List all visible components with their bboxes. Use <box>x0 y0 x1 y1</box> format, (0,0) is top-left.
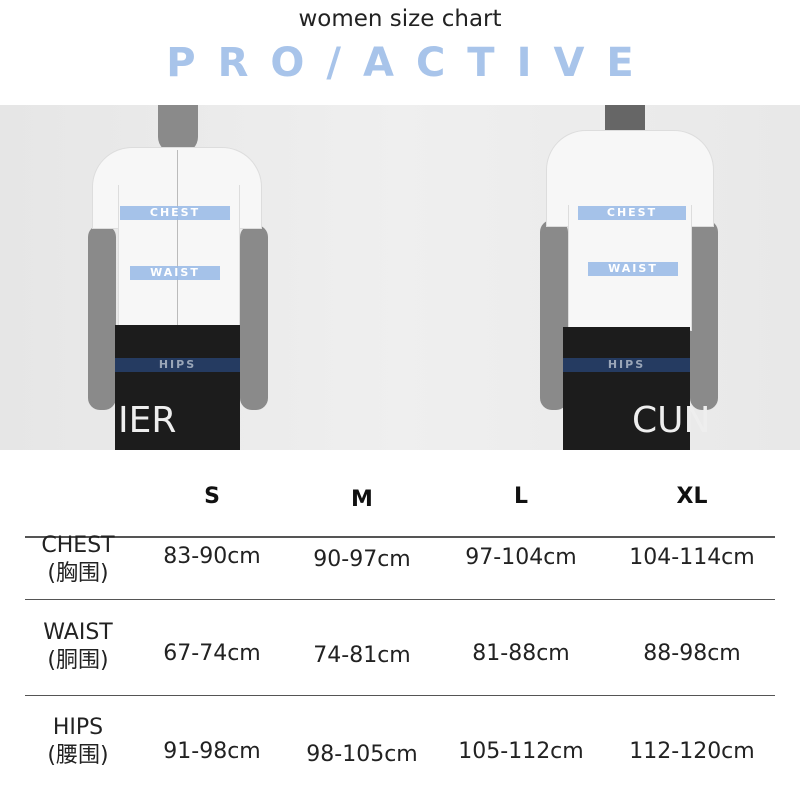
back-chest-band: CHEST <box>578 206 686 220</box>
chart-subtitle: women size chart <box>298 6 502 32</box>
table-cell: 67-74cm <box>163 641 261 666</box>
brand-title: PRO/ACTIVE <box>166 40 656 86</box>
table-cell: 74-81cm <box>313 643 411 668</box>
table-cell: 104-114cm <box>629 545 755 570</box>
row-label-cn: (腰围) <box>47 743 109 768</box>
row-label-cn: (胸围) <box>47 561 109 586</box>
row-label-en: WAIST <box>43 620 113 645</box>
column-header-m: M <box>351 487 373 512</box>
table-cell: 112-120cm <box>629 739 755 764</box>
row-label-cn: (胴围) <box>47 648 109 673</box>
back-waist-band: WAIST <box>588 262 678 276</box>
front-waist-band: WAIST <box>130 266 220 280</box>
front-hips-band: HIPS <box>115 358 240 372</box>
row-divider <box>25 599 775 600</box>
table-cell: 88-98cm <box>643 641 741 666</box>
row-label: WAIST (胴围) <box>18 619 138 675</box>
table-cell: 83-90cm <box>163 544 261 569</box>
table-cell: 90-97cm <box>313 547 411 572</box>
back-hips-band: HIPS <box>563 358 690 372</box>
row-label-en: HIPS <box>52 715 104 740</box>
shorts-lettering: CUN <box>632 400 711 441</box>
table-cell: 81-88cm <box>472 641 570 666</box>
column-header-l: L <box>513 484 529 509</box>
column-header-xl: XL <box>676 484 708 509</box>
table-cell: 105-112cm <box>458 739 584 764</box>
row-label: HIPS (腰围) <box>18 714 138 770</box>
model-photo: IER CHEST WAIST HIPS CUN CHEST WAIST HIP… <box>0 105 800 450</box>
header-divider <box>25 536 775 538</box>
table-cell: 98-105cm <box>306 742 418 767</box>
table-cell: 91-98cm <box>163 739 261 764</box>
table-cell: 97-104cm <box>465 545 577 570</box>
shorts-lettering: IER <box>118 400 177 441</box>
row-label: CHEST (胸围) <box>18 532 138 588</box>
column-header-s: S <box>204 484 220 509</box>
front-chest-band: CHEST <box>120 206 230 220</box>
row-label-en: CHEST <box>41 533 115 558</box>
row-divider <box>25 695 775 696</box>
